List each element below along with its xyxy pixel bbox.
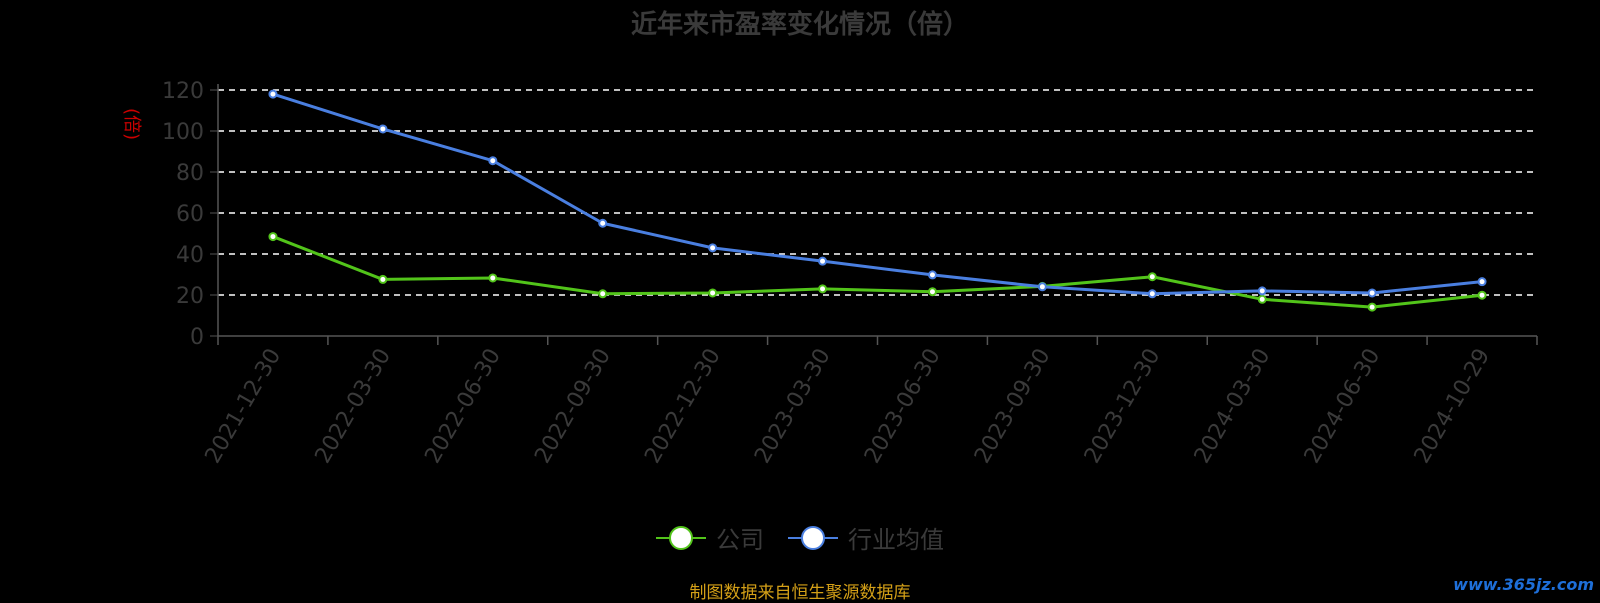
x-tick-label: 2023-12-30 xyxy=(1080,345,1166,468)
x-tick-label: 2022-06-30 xyxy=(420,344,506,467)
series-line-1 xyxy=(272,92,1483,296)
data-point-series-1 xyxy=(1477,277,1487,287)
data-point-series-1 xyxy=(598,218,608,228)
x-tick-label: 2023-09-30 xyxy=(970,345,1056,468)
data-point-series-0 xyxy=(268,232,278,242)
x-tick-label: 2024-10-29 xyxy=(1410,345,1496,468)
x-tick-label: 2023-03-30 xyxy=(750,345,836,468)
data-point-series-0 xyxy=(1477,290,1487,300)
x-tick-label: 2021-12-30 xyxy=(201,345,287,468)
data-point-series-1 xyxy=(1257,286,1267,296)
data-point-series-0 xyxy=(1257,294,1267,304)
data-point-series-1 xyxy=(818,256,828,266)
data-point-series-1 xyxy=(378,124,388,134)
x-tick-label: 2023-06-30 xyxy=(860,344,946,467)
chart-legend: 公司 行业均值 xyxy=(0,520,1600,555)
watermark: www.365jz.com xyxy=(1453,575,1594,594)
legend-item-industry-average[interactable]: 行业均值 xyxy=(788,520,944,555)
chart-title: 近年来市盈率变化情况（倍） xyxy=(630,10,969,40)
data-point-series-1 xyxy=(708,243,718,253)
legend-label-company: 公司 xyxy=(716,526,764,554)
y-tick-label: 80 xyxy=(176,161,204,186)
x-tick-label: 2022-03-30 xyxy=(310,345,396,468)
x-tick-label: 2022-09-30 xyxy=(530,345,616,468)
legend-swatch-industry-average xyxy=(788,525,838,551)
series-line-0 xyxy=(272,235,1483,309)
data-point-series-0 xyxy=(927,287,937,297)
x-tick-label: 2024-03-30 xyxy=(1190,345,1276,468)
y-tick-label: 100 xyxy=(162,120,204,145)
y-tick-label: 0 xyxy=(190,325,204,350)
data-point-series-1 xyxy=(268,89,278,99)
data-point-series-0 xyxy=(598,289,608,299)
data-point-series-0 xyxy=(1367,302,1377,312)
data-point-series-1 xyxy=(927,270,937,280)
x-tick-label: 2022-12-30 xyxy=(640,345,726,468)
data-point-series-1 xyxy=(1367,288,1377,298)
y-tick-label: 40 xyxy=(176,243,204,268)
data-point-series-0 xyxy=(1147,272,1157,282)
legend-swatch-company xyxy=(656,525,706,551)
y-tick-label: 20 xyxy=(176,284,204,309)
line-chart: 0 20 40 60 80 100 120 2021-12-30 2022-03-30 2022-… xyxy=(162,79,1538,468)
data-point-series-0 xyxy=(708,288,718,298)
data-point-series-1 xyxy=(1037,282,1047,292)
data-point-series-0 xyxy=(818,284,828,294)
legend-label-industry-average: 行业均值 xyxy=(848,526,944,554)
data-point-series-1 xyxy=(1147,289,1157,299)
legend-item-company[interactable]: 公司 xyxy=(656,520,764,555)
data-point-series-0 xyxy=(488,273,498,283)
y-tick-label: 120 xyxy=(162,79,204,104)
x-tick-label: 2024-06-30 xyxy=(1300,345,1386,468)
data-point-series-0 xyxy=(378,274,388,284)
data-source-note: 制图数据来自恒生聚源数据库 xyxy=(689,583,911,603)
y-tick-label: 60 xyxy=(176,202,204,227)
data-point-series-1 xyxy=(488,156,498,166)
